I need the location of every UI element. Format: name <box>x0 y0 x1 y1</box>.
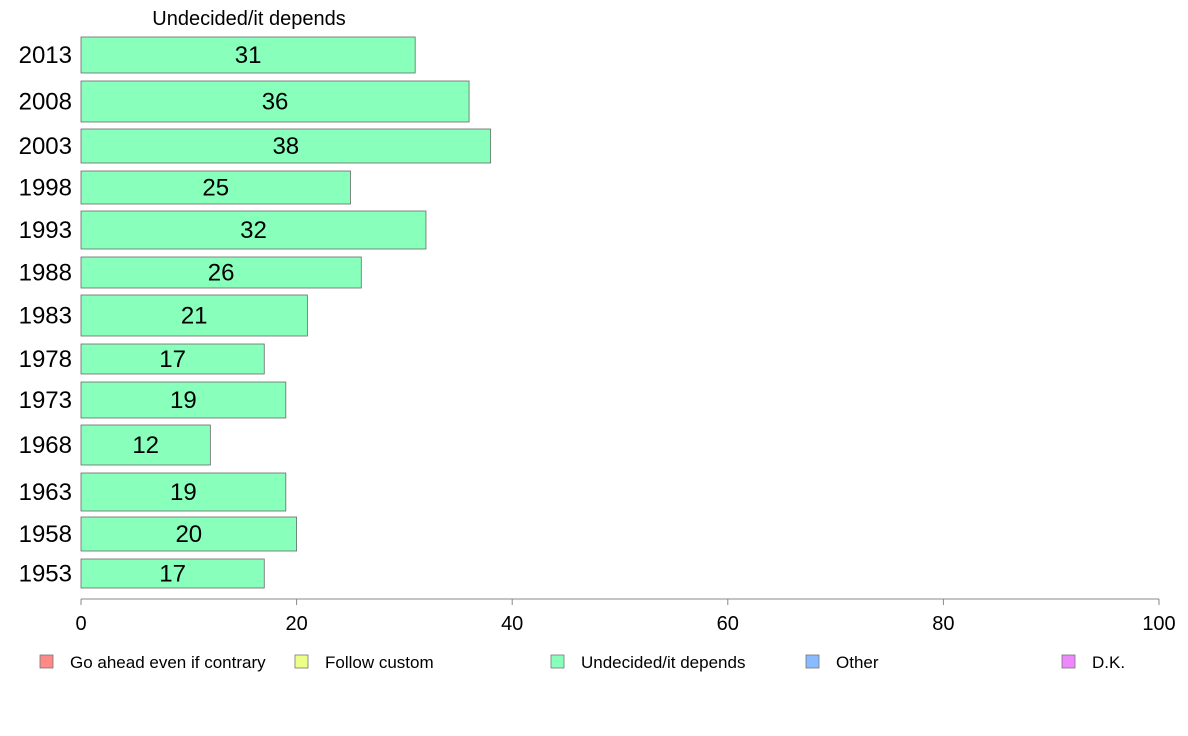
year-label: 1973 <box>19 387 72 414</box>
year-label: 1988 <box>19 260 72 287</box>
legend-label: Undecided/it depends <box>581 653 745 672</box>
bar <box>80 170 351 205</box>
year-label: 2003 <box>19 133 72 160</box>
value-label: 17 <box>159 346 186 373</box>
bar <box>80 36 416 74</box>
value-label: 17 <box>159 561 186 588</box>
legend: Go ahead even if contrary Follow custom Un… <box>39 653 1125 672</box>
year-label: 1963 <box>19 479 72 506</box>
bars-group: 2013 31 2008 36 2003 38 1998 25 1993 32 1988 26 1983… <box>19 36 492 589</box>
x-tick-label: 100 <box>1142 613 1175 635</box>
year-label: 1983 <box>19 303 72 330</box>
x-tick-label: 0 <box>75 613 86 635</box>
year-label: 1958 <box>19 521 72 548</box>
value-label: 32 <box>240 217 267 244</box>
bar <box>80 256 362 289</box>
x-axis: 0 20 40 60 80 100 <box>75 598 1176 635</box>
x-tick-label: 80 <box>932 613 954 635</box>
value-label: 20 <box>175 521 202 548</box>
value-label: 25 <box>202 175 229 202</box>
year-label: 1998 <box>19 175 72 202</box>
legend-swatch <box>1061 654 1076 669</box>
bar <box>80 516 298 552</box>
x-tick-label: 60 <box>717 613 739 635</box>
value-label: 21 <box>181 303 208 330</box>
year-label: 2008 <box>19 89 72 116</box>
bar <box>80 558 265 589</box>
bar <box>80 343 265 375</box>
bar <box>80 128 492 164</box>
bar <box>80 210 427 250</box>
value-label: 12 <box>132 432 159 459</box>
legend-swatch <box>550 654 565 669</box>
value-label: 19 <box>170 479 197 506</box>
bar <box>80 294 308 337</box>
x-tick-label: 40 <box>501 613 523 635</box>
bar <box>80 80 470 123</box>
legend-swatch <box>39 654 54 669</box>
bar <box>80 424 211 466</box>
legend-label: D.K. <box>1092 653 1125 672</box>
year-label: 1978 <box>19 346 72 373</box>
legend-swatch <box>805 654 820 669</box>
legend-swatch <box>294 654 309 669</box>
legend-label: Go ahead even if contrary <box>70 653 266 672</box>
panel-title: Undecided/it depends <box>152 8 345 30</box>
legend-label: Follow custom <box>325 653 434 672</box>
year-label: 1993 <box>19 217 72 244</box>
x-tick-label: 20 <box>285 613 307 635</box>
year-label: 1953 <box>19 561 72 588</box>
value-label: 31 <box>235 42 262 69</box>
bar <box>80 381 287 419</box>
legend-label: Other <box>836 653 879 672</box>
value-label: 19 <box>170 387 197 414</box>
bar <box>80 472 287 512</box>
value-label: 38 <box>272 133 299 160</box>
year-label: 1968 <box>19 432 72 459</box>
value-label: 36 <box>262 89 289 116</box>
year-label: 2013 <box>19 42 72 69</box>
value-label: 26 <box>208 260 235 287</box>
